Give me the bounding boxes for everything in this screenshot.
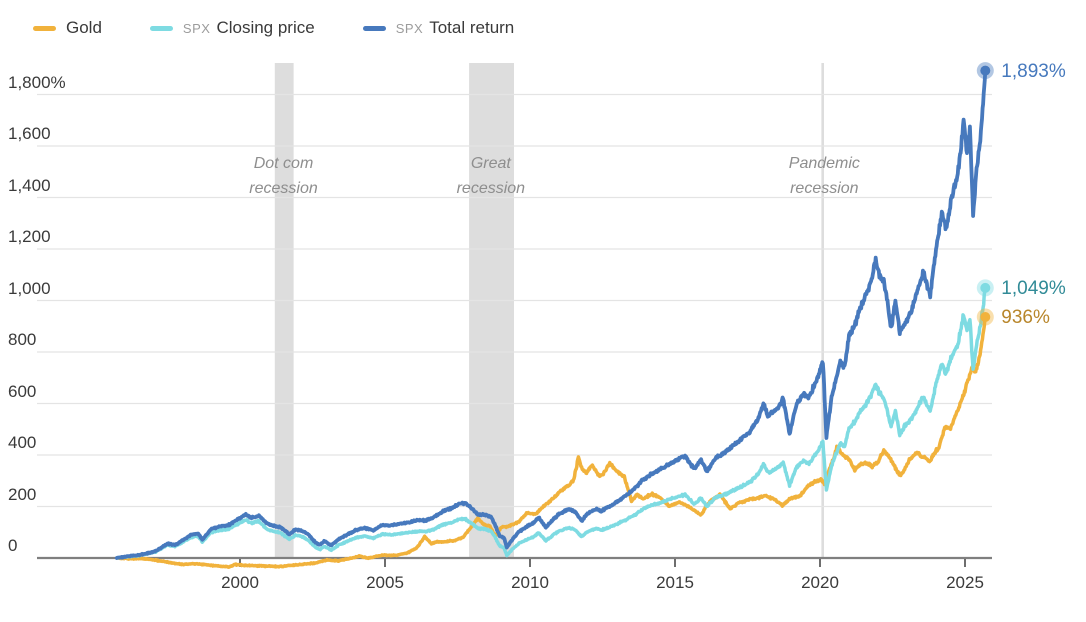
end-label-spx-total-return: 1,893% xyxy=(1001,60,1066,82)
cyan-line-swatch-icon xyxy=(149,25,173,31)
y-tick-label: 1,400 xyxy=(8,175,51,195)
y-tick-label: 600 xyxy=(8,381,37,401)
y-tick-label: 200 xyxy=(8,484,37,504)
recession-band xyxy=(821,63,824,558)
y-tick-label: 1,200 xyxy=(8,227,51,246)
x-tick-label: 2015 xyxy=(656,573,694,592)
blue-line-swatch-icon xyxy=(362,25,386,31)
end-label-spx-closing-price: 1,049% xyxy=(1001,277,1066,299)
x-tick-label: 2010 xyxy=(511,573,549,592)
y-tick-label: 800 xyxy=(8,330,37,349)
end-dot xyxy=(980,282,991,293)
x-tick-label: 2020 xyxy=(801,573,839,592)
gold-line-swatch-icon xyxy=(33,25,56,31)
end-dot xyxy=(980,312,991,322)
y-tick-label: 400 xyxy=(8,433,37,452)
x-tick-label: 2025 xyxy=(946,573,984,592)
x-tick-label: 2005 xyxy=(366,573,404,592)
end-dot xyxy=(980,65,991,76)
annotation-great-recession: Great recession xyxy=(456,155,526,197)
series-line-gold xyxy=(115,315,988,569)
recession-band xyxy=(469,63,514,558)
x-tick-label: 2000 xyxy=(221,573,259,592)
legend-item-gold: Gold xyxy=(33,18,102,38)
annotation-dot-com-recession: Dot com recession xyxy=(249,155,318,197)
series-line-spx-total-return xyxy=(114,68,988,560)
legend-label: Gold xyxy=(66,18,102,37)
y-tick-label: 1,000 xyxy=(8,278,51,298)
legend-item-spx-closing-price: SPX Closing price xyxy=(149,18,315,38)
annotation-pandemic-recession: Pandemic recession xyxy=(788,155,860,197)
recession-band xyxy=(274,63,294,558)
legend-prefix: SPX xyxy=(395,20,424,36)
legend: Gold SPX Closing price SPX Total return xyxy=(33,18,514,38)
legend-item-spx-total-return: SPX Total return xyxy=(362,18,515,38)
legend-prefix: SPX xyxy=(182,20,211,36)
legend-label: Closing price xyxy=(216,18,315,37)
y-tick-label: 0 xyxy=(8,536,18,555)
y-tick-label: 1,800% xyxy=(8,72,66,92)
legend-label: Total return xyxy=(429,18,515,37)
end-label-gold: 936% xyxy=(1001,306,1050,328)
y-tick-label: 1,600 xyxy=(8,124,51,143)
series-line-spx-closing-price xyxy=(115,286,988,560)
